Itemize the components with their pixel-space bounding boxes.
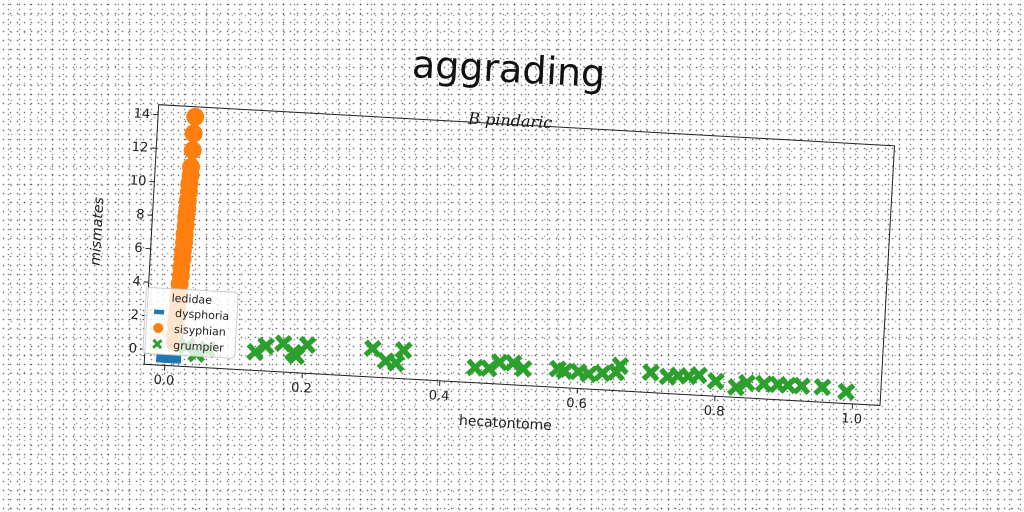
plot-area: 0.0 0.2 0.4 0.6 0.8 1.0 0 2 4 6 8 10 12 14 hecatonto… xyxy=(80,101,895,452)
data-point xyxy=(396,343,411,358)
data-point xyxy=(595,366,610,381)
legend-title: ledidae xyxy=(171,292,212,307)
data-point xyxy=(643,365,658,380)
x-tick-label: 0.0 xyxy=(153,373,174,389)
y-tick-label: 12 xyxy=(131,140,148,156)
x-tick-label: 1.0 xyxy=(841,411,862,427)
y-tick-label: 2 xyxy=(130,308,139,323)
y-axis-label: mismates xyxy=(88,197,108,266)
chart-subtitle: B pindaric xyxy=(467,109,553,132)
y-tick-label: 0 xyxy=(128,341,137,356)
data-point xyxy=(815,380,830,395)
chart-title: aggrading xyxy=(411,42,606,96)
series-grumpier xyxy=(179,331,855,401)
data-point xyxy=(365,341,380,356)
data-point xyxy=(163,355,181,364)
y-tick-label: 10 xyxy=(129,173,146,189)
data-point xyxy=(300,337,315,352)
y-tick-label: 14 xyxy=(133,106,150,122)
x-tick-label: 0.6 xyxy=(566,396,587,412)
data-point xyxy=(186,107,205,126)
data-point xyxy=(183,141,202,160)
y-tick-label: 8 xyxy=(136,207,145,222)
x-tick-label: 0.2 xyxy=(291,381,312,397)
legend-marker xyxy=(154,310,164,315)
x-tick-label: 0.8 xyxy=(703,404,724,420)
data-point xyxy=(692,368,707,383)
data-point xyxy=(708,374,723,389)
x-axis-label: hecatontome xyxy=(459,413,553,434)
x-tick-label: 0.4 xyxy=(428,388,449,404)
data-point xyxy=(839,384,854,399)
data-point xyxy=(184,124,203,143)
data-marks xyxy=(156,106,867,401)
y-tick-label: 4 xyxy=(132,274,141,289)
y-tick-label: 6 xyxy=(134,241,143,256)
data-point xyxy=(794,379,809,394)
